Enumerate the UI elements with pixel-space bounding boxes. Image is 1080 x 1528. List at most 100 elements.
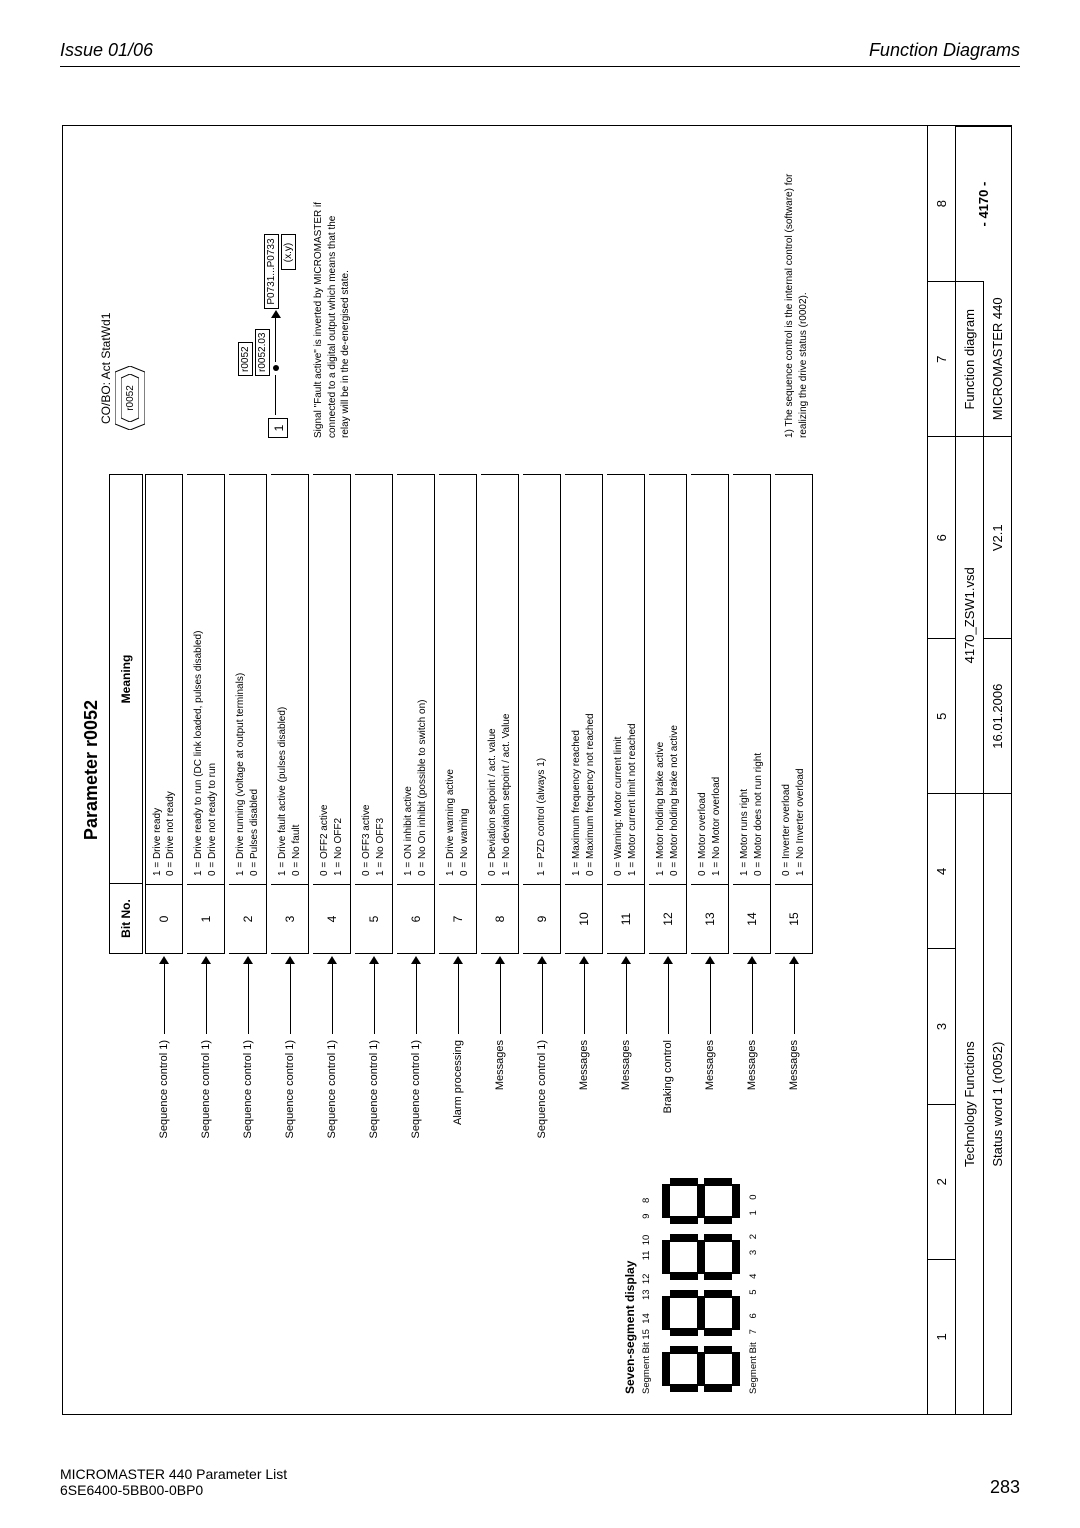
bit-meaning: 1 = Drive ready0 = Drive not ready [145, 474, 183, 884]
arrow-icon [563, 954, 605, 1034]
bit-number: 4 [313, 884, 351, 954]
sig-right-bot: (x.y) [281, 234, 296, 270]
tb-fd: Function diagram [956, 281, 984, 436]
bit-row: Sequence control 1)50 = OFF3 active1 = N… [353, 474, 395, 1204]
digit-3 [660, 1232, 742, 1282]
arrow-icon [521, 954, 563, 1034]
bit-row: Messages130 = Motor overload1 = No Motor… [689, 474, 731, 1204]
bit-row: Sequence control 1)40 = OFF2 active1 = N… [311, 474, 353, 1204]
tb-n8: 8 [928, 126, 956, 281]
bit-number: 9 [523, 884, 561, 954]
bit-number: 10 [565, 884, 603, 954]
bit-source: Alarm processing [452, 1034, 464, 1204]
cobo-label: CO/BO: Act StatWd1 [99, 313, 113, 424]
bit-row: Sequence control 1) 31 = Drive fault acti… [269, 474, 311, 1204]
signal-branch: 1 P0731...P0733 (x.y) r0052 r0052.03 Sig… [263, 138, 353, 438]
footer-l1: MICROMASTER 440 Parameter List [60, 1466, 287, 1482]
arrow-icon [185, 954, 227, 1034]
tb-n3: 3 [928, 948, 956, 1103]
arrow-icon [437, 954, 479, 1034]
digit-1 [660, 1344, 742, 1394]
arrow-icon [647, 954, 689, 1034]
bit-row: Sequence control 1) 01 = Drive ready0 = D… [143, 474, 185, 1204]
bit-source: Sequence control 1) [536, 1034, 548, 1204]
arrow-icon [731, 954, 773, 1034]
bit-source: Sequence control 1) [326, 1034, 338, 1204]
param-inner-hex: r0052 [121, 374, 139, 422]
ssd-digits [660, 1114, 742, 1394]
bit-source: Sequence control 1) [410, 1034, 422, 1204]
tb-date: 16.01.2006 [984, 638, 1012, 793]
sig-mid-top: r0052 [238, 342, 253, 376]
sig-right-top: P0731...P0733 [264, 234, 279, 308]
ssd-bot-labels: Segment Bit 7 6 5 4 3 2 1 0 [748, 1114, 759, 1394]
arrow-icon [689, 954, 731, 1034]
bit-source: Sequence control 1) [368, 1034, 380, 1204]
bit-meaning: 1 = Drive fault active (pulses disabled)… [271, 474, 309, 884]
bit-meaning: 1 = Motor runs right0 = Motor does not r… [733, 474, 771, 884]
bit-number: 7 [439, 884, 477, 954]
section-label: Function Diagrams [869, 40, 1020, 61]
bit-source: Sequence control 1) [158, 1034, 170, 1204]
title-block: 1 2 3 4 5 6 7 8 Technology Functions 417… [927, 126, 1011, 1414]
arrow-icon [143, 954, 185, 1034]
arrow-icon [269, 954, 311, 1034]
page-footer: MICROMASTER 440 Parameter List 6SE6400-5… [60, 1466, 1020, 1498]
arrow-icon [773, 954, 815, 1034]
bit-source: Sequence control 1) [200, 1034, 212, 1204]
tb-n5: 5 [928, 638, 956, 793]
arrow-icon [605, 954, 647, 1034]
col-bitno: Bit No. [110, 883, 142, 953]
tb-tech: Technology Functions [956, 793, 984, 1414]
tb-pageno: - 4170 - [956, 126, 1012, 281]
bit-meaning: 0 = Warning: Motor current limit1 = Moto… [607, 474, 645, 884]
bit-meaning: 0 = Deviation setpoint / act. value1 = N… [481, 474, 519, 884]
tb-n7: 7 [928, 281, 956, 436]
bit-row: Messages110 = Warning: Motor current lim… [605, 474, 647, 1204]
footer-pageno: 283 [990, 1477, 1020, 1498]
bit-table: Sequence control 1) 01 = Drive ready0 = D… [143, 474, 815, 1204]
signal-note: Signal "Fault active" is inverted by MIC… [312, 198, 353, 438]
bit-meaning: 0 = OFF3 active1 = No OFF3 [355, 474, 393, 884]
digit-2 [660, 1288, 742, 1338]
seven-segment-block: Seven-segment display Segment Bit 15 14 … [623, 1114, 759, 1394]
bit-meaning: 1 = PZD control (always 1) [523, 474, 561, 884]
sig-mid-bot: r0052.03 [255, 329, 270, 376]
table-header: Bit No. Meaning [109, 474, 143, 954]
bit-source: Sequence control 1) [284, 1034, 296, 1204]
bit-meaning: 1 = ON inhibit active0 = No On inhibit (… [397, 474, 435, 884]
bit-number: 8 [481, 884, 519, 954]
ssd-top-labels: Segment Bit 15 14 13 12 11 10 9 8 [641, 1114, 652, 1394]
bit-number: 15 [775, 884, 813, 954]
footer-l2: 6SE6400-5BB00-0BP0 [60, 1482, 287, 1498]
bit-number: 11 [607, 884, 645, 954]
issue-label: Issue 01/06 [60, 40, 153, 61]
bit-row: Sequence control 1)61 = ON inhibit activ… [395, 474, 437, 1204]
bit-row: Alarm processing 71 = Drive warning activ… [437, 474, 479, 1204]
bit-number: 0 [145, 884, 183, 954]
tb-n1: 1 [928, 1259, 956, 1414]
bit-meaning: 1 = Drive warning active0 = No warning [439, 474, 477, 884]
bit-row: Messages 80 = Deviation setpoint / act. v… [479, 474, 521, 1204]
footnote-1: 1) The sequence control is the internal … [783, 158, 810, 438]
bit-row: Messages101 = Maximum frequency reached0… [563, 474, 605, 1204]
bit-meaning: 0 = Motor overload1 = No Motor overload [691, 474, 729, 884]
col-meaning: Meaning [110, 475, 142, 883]
tb-ver: V2.1 [984, 436, 1012, 638]
bit-row: Messages150 = Inverter overload1 = No In… [773, 474, 815, 1204]
sig-dot [273, 365, 279, 371]
bit-source: Messages [494, 1034, 506, 1204]
sig-line1 [275, 375, 276, 415]
bit-row: Messages141 = Motor runs right0 = Motor … [731, 474, 773, 1204]
param-inner-text: r0052 [125, 385, 136, 411]
bit-row: Sequence control 1)21 = Drive running (v… [227, 474, 269, 1204]
tb-n4: 4 [928, 793, 956, 948]
bit-meaning: 0 = Inverter overload1 = No Inverter ove… [775, 474, 813, 884]
bit-number: 3 [271, 884, 309, 954]
tb-n2: 2 [928, 1104, 956, 1259]
bit-number: 1 [187, 884, 225, 954]
digit-4 [660, 1176, 742, 1226]
arrow-icon [353, 954, 395, 1034]
page-header: Issue 01/06 Function Diagrams [60, 40, 1020, 61]
bit-meaning: 1 = Drive ready to run (DC link loaded, … [187, 474, 225, 884]
